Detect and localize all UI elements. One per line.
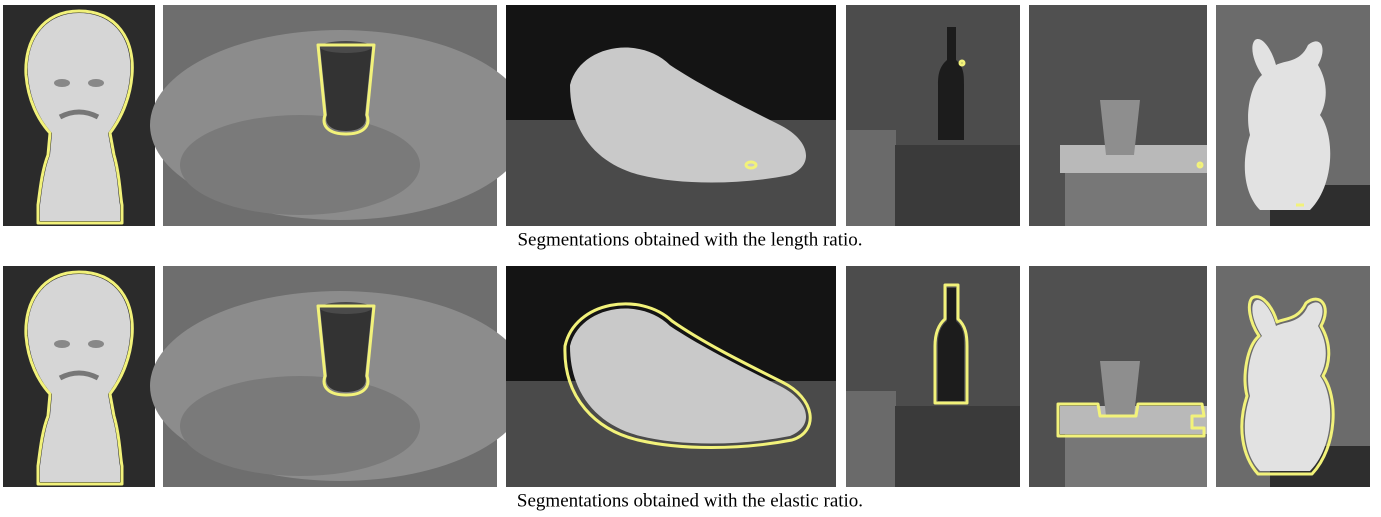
image-panels	[3, 266, 1370, 487]
caption: Segmentations obtained with the elastic …	[517, 490, 863, 511]
row-1-images	[3, 5, 1370, 226]
contour	[958, 59, 966, 67]
contour	[563, 302, 812, 449]
contour	[24, 9, 134, 225]
image-panels	[3, 5, 1370, 226]
contour	[1240, 295, 1335, 476]
contour	[1196, 161, 1204, 169]
contour	[1056, 402, 1206, 438]
contour	[744, 160, 758, 170]
contour	[24, 270, 134, 486]
contour	[316, 304, 376, 397]
contour	[316, 43, 376, 136]
row-2-images	[3, 266, 1370, 487]
caption: Segmentations obtained with the length r…	[517, 229, 862, 250]
contour	[933, 283, 969, 405]
